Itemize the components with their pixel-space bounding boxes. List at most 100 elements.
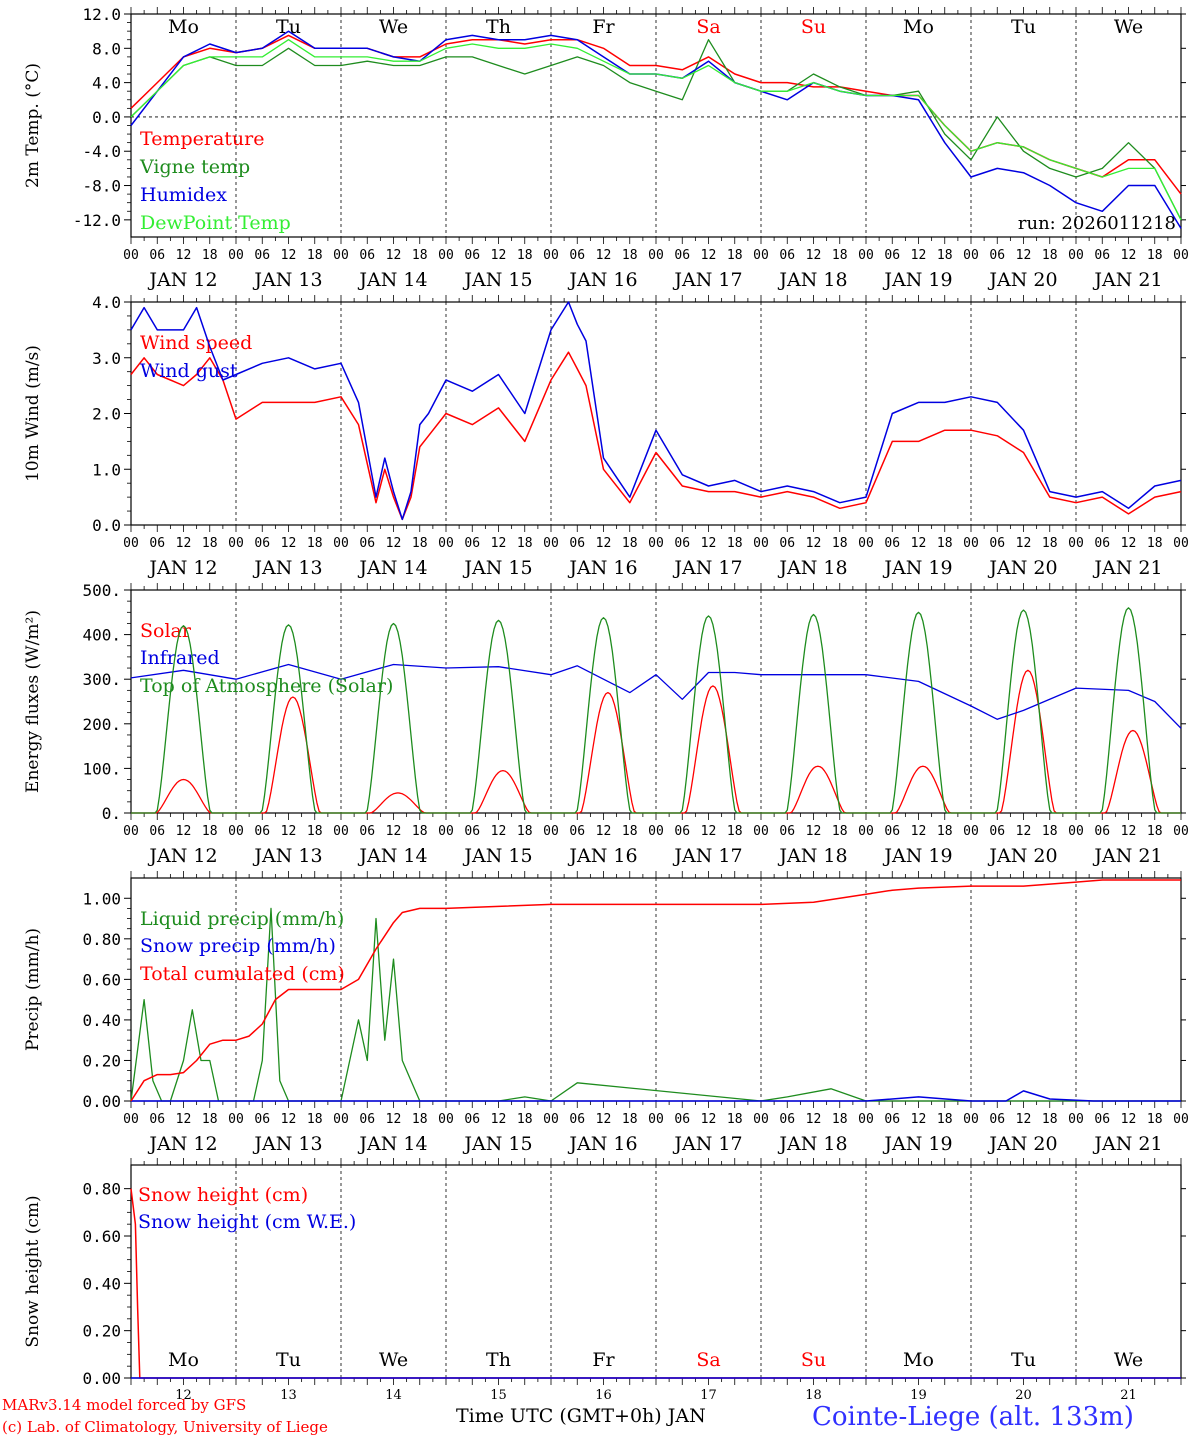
y-tick-label: 500.	[82, 581, 121, 600]
hour-label: 18	[622, 1112, 638, 1127]
hour-label: 00	[543, 1112, 559, 1127]
run-label: run: 2026011218	[1018, 213, 1176, 234]
hour-label: 06	[359, 248, 375, 263]
hour-label: 06	[149, 824, 165, 839]
hour-label: 12	[176, 248, 192, 263]
hour-label: 18	[412, 1112, 428, 1127]
y-tick-label: 200.	[82, 715, 121, 734]
hour-label: 00	[1173, 248, 1189, 263]
date-label: JAN 17	[672, 1133, 742, 1155]
hour-label: 12	[281, 536, 297, 551]
hour-label: 12	[176, 536, 192, 551]
day-number-label: 15	[490, 1388, 507, 1403]
y-tick-label: 4.0	[92, 293, 121, 312]
hour-label: 06	[989, 536, 1005, 551]
hour-label: 00	[123, 536, 139, 551]
y-tick-label: 0.0	[92, 516, 121, 535]
hour-label: 18	[1147, 1112, 1163, 1127]
hour-label: 00	[858, 824, 874, 839]
hour-label: 18	[307, 536, 323, 551]
date-label: JAN 16	[567, 1133, 637, 1155]
legend-entry: Snow precip (mm/h)	[140, 935, 336, 957]
hour-label: 12	[701, 1112, 717, 1127]
hour-label: 00	[753, 824, 769, 839]
hour-label: 06	[989, 248, 1005, 263]
hour-label: 12	[386, 1112, 402, 1127]
hour-label: 18	[517, 248, 533, 263]
series-line-wind-speed	[130, 351, 1182, 521]
date-label: JAN 15	[462, 269, 532, 291]
day-abbrev: We	[379, 16, 408, 38]
hour-label: 12	[1121, 1112, 1137, 1127]
date-label: JAN 12	[147, 845, 217, 867]
hour-label: 00	[753, 248, 769, 263]
hour-label: 06	[674, 1112, 690, 1127]
hour-label: 18	[937, 824, 953, 839]
date-label: JAN 21	[1092, 1133, 1162, 1155]
day-number-label: 21	[1120, 1388, 1137, 1403]
date-label: JAN 19	[882, 557, 952, 579]
hour-label: 12	[911, 536, 927, 551]
hour-label: 06	[884, 536, 900, 551]
legend-entry: Top of Atmosphere (Solar)	[140, 675, 393, 697]
hour-label: 00	[438, 536, 454, 551]
hour-label: 00	[543, 536, 559, 551]
x-axis-title: Time UTC (GMT+0h) JAN	[456, 1405, 706, 1427]
hour-label: 18	[307, 248, 323, 263]
hour-label: 18	[412, 824, 428, 839]
y-tick-label: 0.80	[82, 930, 121, 949]
y-axis-label: Snow height (cm)	[23, 1195, 43, 1347]
hour-label: 06	[884, 248, 900, 263]
hour-label: 06	[254, 536, 270, 551]
hour-label: 06	[254, 824, 270, 839]
hour-label: 12	[596, 824, 612, 839]
hour-label: 00	[228, 1112, 244, 1127]
hour-label: 06	[674, 536, 690, 551]
day-abbrev: Mo	[168, 16, 199, 38]
hour-label: 00	[858, 536, 874, 551]
hour-label: 12	[1121, 248, 1137, 263]
hour-label: 18	[832, 824, 848, 839]
hour-label: 12	[596, 536, 612, 551]
hour-label: 00	[753, 536, 769, 551]
hour-label: 18	[727, 248, 743, 263]
panel-1: -12.0 -8.0 -4.0 0.0 4.0 8.0 12.0 2m Temp. (°C) T…	[23, 5, 1189, 291]
day-abbrev: We	[379, 1349, 408, 1371]
date-label: JAN 12	[147, 1133, 217, 1155]
hour-label: 00	[963, 536, 979, 551]
hour-label: 18	[307, 1112, 323, 1127]
hour-label: 00	[228, 248, 244, 263]
date-label: JAN 19	[882, 269, 952, 291]
hour-label: 06	[1094, 248, 1110, 263]
y-tick-label: 8.0	[92, 39, 121, 58]
date-label: JAN 15	[462, 557, 532, 579]
hour-label: 18	[727, 536, 743, 551]
hour-label: 00	[438, 824, 454, 839]
y-axis-label: Precip (mm/h)	[23, 928, 43, 1051]
y-tick-label: 0.20	[82, 1322, 121, 1341]
series-line-liquid-precip-mm-h-	[130, 907, 1181, 1102]
model-credit: MARv3.14 model forced by GFS	[2, 1396, 247, 1414]
hour-label: 06	[884, 1112, 900, 1127]
hour-label: 00	[648, 1112, 664, 1127]
legend-entry: Temperature	[140, 128, 264, 150]
panel-3: 0. 100. 200. 300. 400. 500. Energy fluxes (W/m…	[23, 581, 1189, 867]
date-label: JAN 20	[987, 269, 1057, 291]
hour-label: 06	[674, 248, 690, 263]
hour-label: 00	[858, 248, 874, 263]
hour-label: 18	[1147, 248, 1163, 263]
y-tick-label: 0.60	[82, 1227, 121, 1246]
hour-label: 12	[1121, 536, 1137, 551]
legend-entry: Infrared	[140, 647, 220, 669]
hour-label: 12	[701, 248, 717, 263]
y-tick-label: 100.	[82, 759, 121, 778]
hour-label: 18	[832, 248, 848, 263]
hour-label: 06	[149, 536, 165, 551]
hour-label: 12	[1016, 248, 1032, 263]
hour-label: 18	[1147, 536, 1163, 551]
date-label: JAN 18	[777, 269, 847, 291]
hour-label: 00	[1068, 1112, 1084, 1127]
hour-label: 06	[674, 824, 690, 839]
hour-label: 06	[779, 536, 795, 551]
day-abbrev: Tu	[276, 16, 301, 38]
